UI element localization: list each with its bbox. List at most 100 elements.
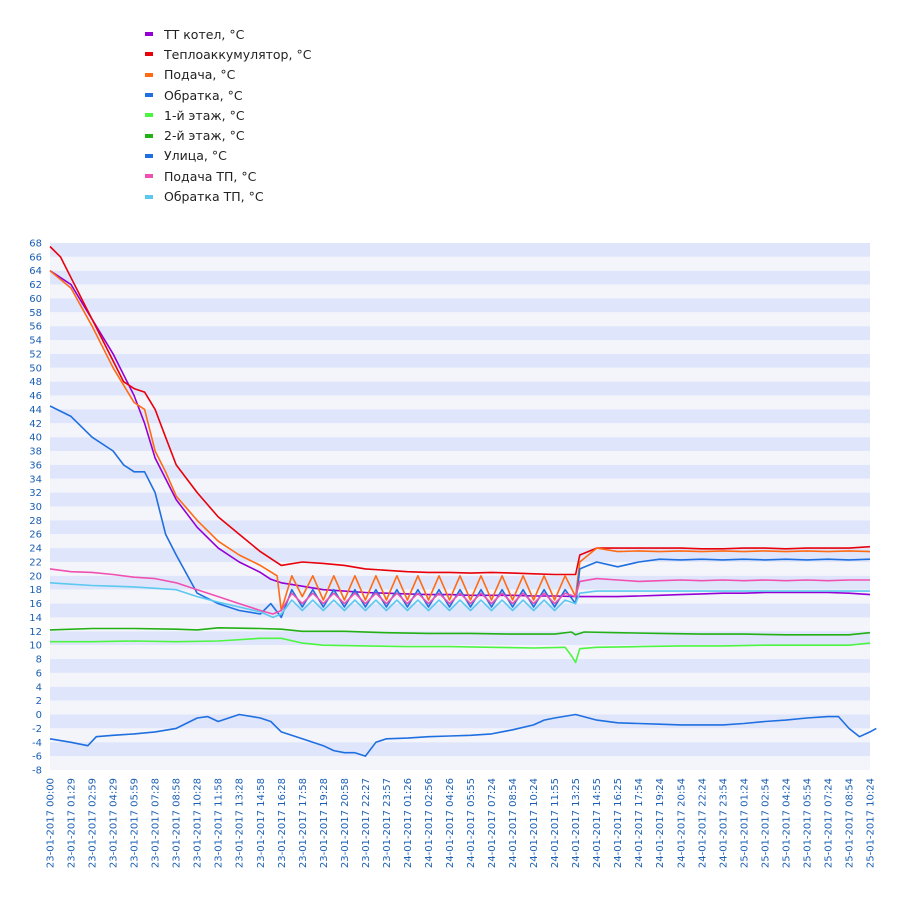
grid-band <box>50 492 870 507</box>
grid-band <box>50 756 870 770</box>
grid-band <box>50 298 870 313</box>
legend-label: Улица, °C <box>164 148 227 164</box>
x-tick-label: 24-01-2017 05:55 <box>466 778 477 868</box>
x-tick-label: 25-01-2017 10:24 <box>866 778 877 868</box>
series-line <box>49 582 870 619</box>
x-tick-label: 24-01-2017 19:24 <box>655 778 666 868</box>
x-tick-label: 23-01-2017 05:59 <box>130 778 141 868</box>
x-tick-label: 24-01-2017 01:26 <box>403 778 414 868</box>
legend-item: Подача, °C <box>145 65 311 85</box>
series-line <box>49 270 871 598</box>
y-tick-label: -2 <box>32 724 42 735</box>
x-tick-label: 23-01-2017 22:27 <box>361 778 372 868</box>
grid-band <box>50 312 870 327</box>
y-tick-label: 48 <box>29 377 42 388</box>
x-tick-label: 23-01-2017 20:58 <box>340 778 351 868</box>
series-line <box>50 637 871 664</box>
grid-band <box>50 603 870 618</box>
legend-item: Обратка, °C <box>145 85 311 105</box>
x-tick-label: 25-01-2017 08:54 <box>844 778 855 868</box>
y-tick-label: -8 <box>32 766 42 777</box>
series-line <box>49 626 871 636</box>
y-tick-label: 66 <box>29 252 42 263</box>
y-tick-label: 56 <box>29 322 42 333</box>
legend-swatch <box>145 194 153 199</box>
x-tick-label: 24-01-2017 17:54 <box>634 778 645 868</box>
grid-band <box>50 243 870 257</box>
x-tick-label: 25-01-2017 07:24 <box>823 778 834 868</box>
legend-label: ТТ котел, °C <box>164 26 245 42</box>
x-tick-label: 25-01-2017 05:54 <box>802 778 813 868</box>
legend-item: Обратка ТП, °C <box>145 186 311 206</box>
x-tick-label: 23-01-2017 10:28 <box>193 778 204 868</box>
legend-item: 1-й этаж, °C <box>145 105 311 125</box>
x-tick-label: 24-01-2017 11:55 <box>550 778 561 868</box>
grid-band <box>50 284 870 299</box>
y-tick-label: 54 <box>29 336 42 347</box>
x-tick-label: 23-01-2017 02:59 <box>88 778 99 868</box>
grid-band <box>50 645 870 660</box>
x-tick-label: 25-01-2017 01:24 <box>739 778 750 868</box>
grid-band <box>50 464 870 479</box>
grid-band <box>50 353 870 368</box>
legend-item: 2-й этаж, °C <box>145 125 311 145</box>
legend-label: 1-й этаж, °C <box>164 107 245 123</box>
x-tick-label: 24-01-2017 22:24 <box>697 778 708 868</box>
grid-band <box>50 395 870 410</box>
x-tick-label: 23-01-2017 16:28 <box>277 778 288 868</box>
x-tick-label: 23-01-2017 08:58 <box>172 778 183 868</box>
grid-band <box>50 478 870 493</box>
x-tick-label: 24-01-2017 04:26 <box>445 778 456 868</box>
legend-swatch <box>145 174 153 179</box>
grid-band <box>50 437 870 452</box>
legend-label: Теплоаккумулятор, °C <box>164 46 312 62</box>
grid-band <box>50 589 870 604</box>
series-line <box>49 405 871 619</box>
legend-swatch <box>145 72 153 77</box>
x-tick-label: 24-01-2017 20:54 <box>676 778 687 868</box>
grid-band <box>50 367 870 382</box>
x-tick-label: 24-01-2017 16:25 <box>613 778 624 868</box>
legend-item: Улица, °C <box>145 146 311 166</box>
series-line <box>49 270 871 612</box>
x-tick-label: 23-01-2017 13:28 <box>235 778 246 868</box>
legend-swatch <box>145 133 153 138</box>
y-tick-label: -6 <box>32 752 42 763</box>
y-tick-label: 26 <box>29 530 42 541</box>
legend-swatch <box>145 153 153 158</box>
series-lines <box>49 245 877 757</box>
y-tick-label: 60 <box>29 294 42 305</box>
grid-band <box>50 340 870 354</box>
y-tick-label: 68 <box>29 239 42 250</box>
y-tick-label: 4 <box>36 682 42 693</box>
x-tick-label: 25-01-2017 04:24 <box>781 778 792 868</box>
y-tick-label: 6 <box>36 668 42 679</box>
x-tick-label: 23-01-2017 23:57 <box>382 778 393 868</box>
y-tick-label: 18 <box>29 585 42 596</box>
legend-item: Подача ТП, °C <box>145 166 311 186</box>
x-axis-ticks: 23-01-2017 00:00 23-01-2017 01:29 23-01-20… <box>46 778 877 868</box>
y-tick-label: 2 <box>36 696 42 707</box>
grid-band <box>50 686 870 701</box>
x-tick-label: 23-01-2017 11:58 <box>214 778 225 868</box>
y-tick-label: 38 <box>29 447 42 458</box>
x-tick-label: 24-01-2017 14:55 <box>592 778 603 868</box>
grid-band <box>50 575 870 590</box>
y-tick-label: 8 <box>36 655 42 666</box>
grid-band <box>50 409 870 424</box>
y-tick-label: 58 <box>29 308 42 319</box>
x-tick-label: 23-01-2017 04:29 <box>109 778 120 868</box>
grid-band <box>50 520 870 535</box>
x-tick-label: 25-01-2017 02:54 <box>760 778 771 868</box>
grid-bands <box>50 243 870 770</box>
series-line <box>49 568 870 615</box>
grid-band <box>50 561 870 576</box>
y-tick-label: 14 <box>29 613 42 624</box>
legend-item: ТТ котел, °C <box>145 24 311 44</box>
x-tick-label: 24-01-2017 23:54 <box>718 778 729 868</box>
grid-band <box>50 451 870 465</box>
grid-band <box>50 270 870 285</box>
y-tick-label: 12 <box>29 627 42 638</box>
x-tick-label: 23-01-2017 01:29 <box>67 778 78 868</box>
grid-band <box>50 672 870 687</box>
